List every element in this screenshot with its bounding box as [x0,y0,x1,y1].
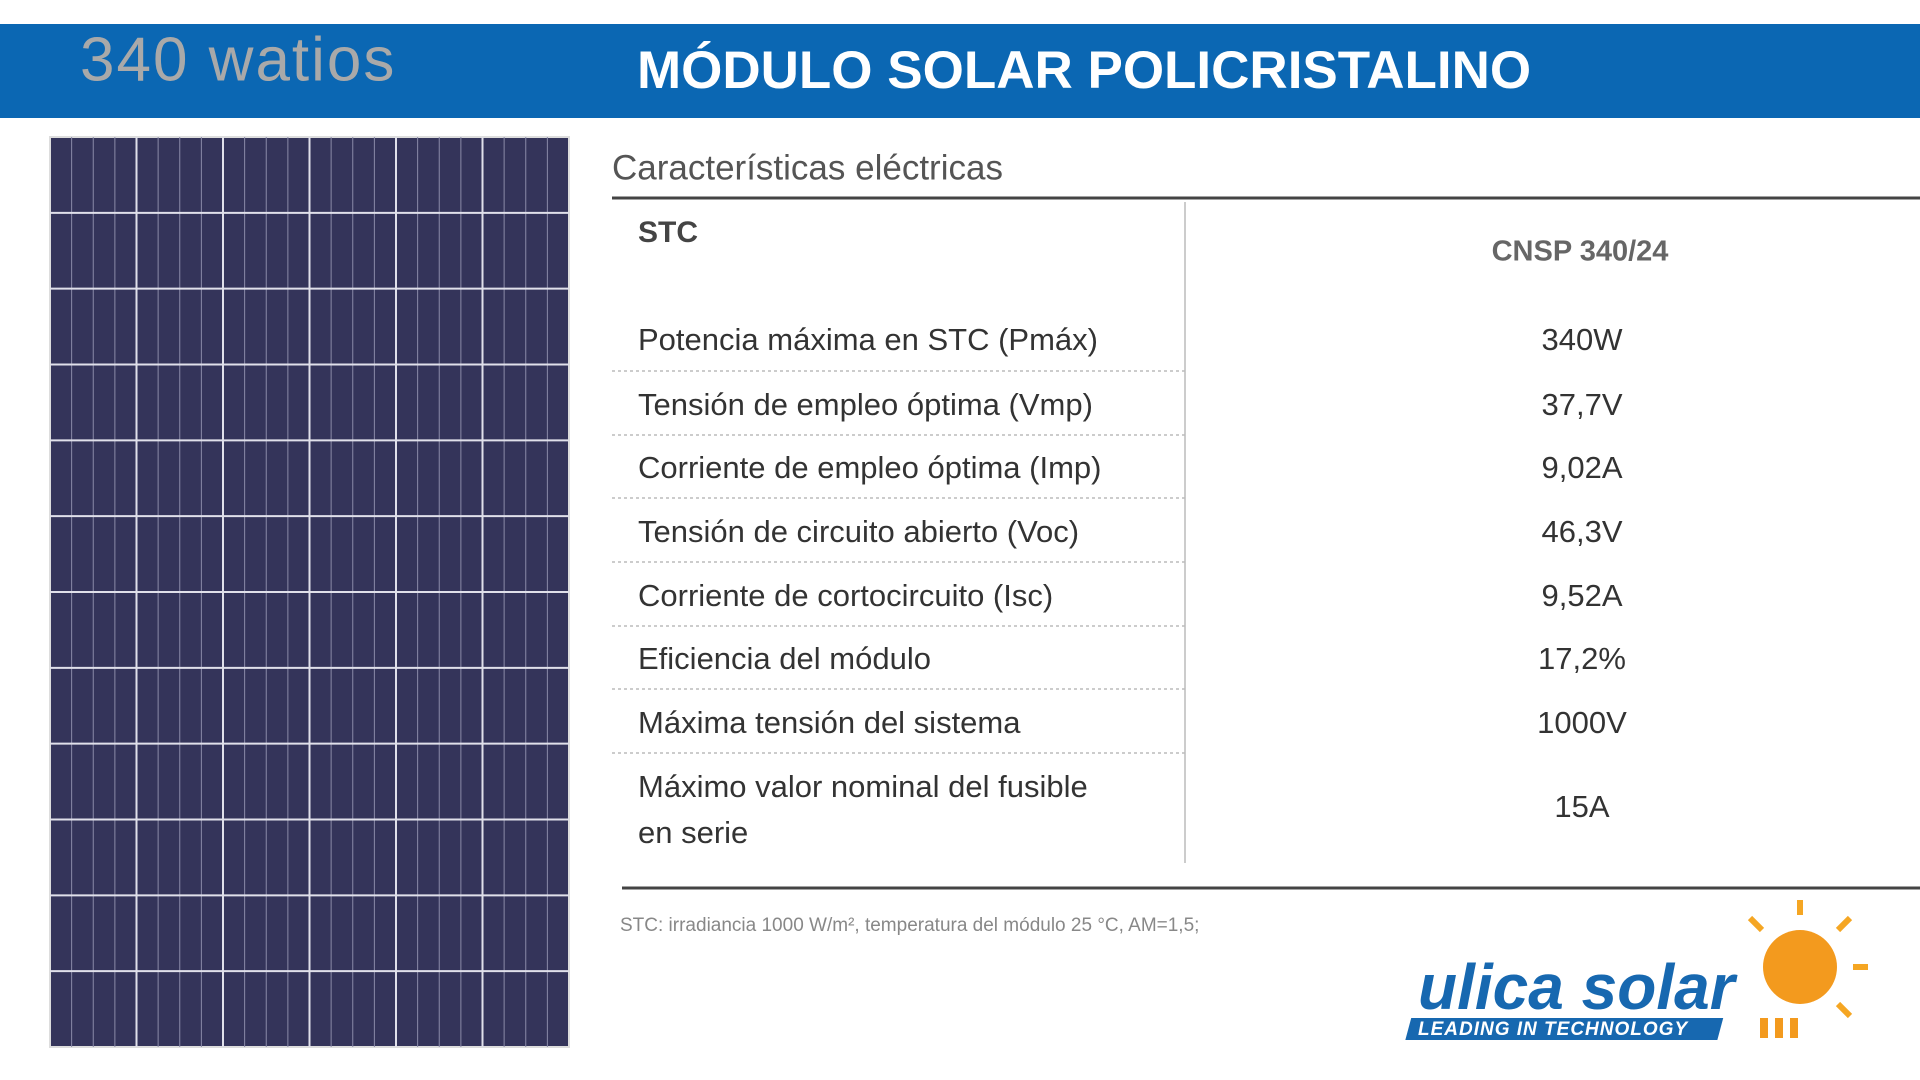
row-label: Potencia máxima en STC (Pmáx) [638,322,1098,357]
row-label: Tensión de circuito abierto (Voc) [638,514,1079,549]
row-value: 340W [1542,322,1624,357]
sun-rays [1747,900,1868,1019]
table-body: Potencia máxima en STC (Pmáx) 340W Tensión… [612,322,1627,850]
section-title: Características eléctricas [612,148,1003,187]
row-label: Eficiencia del módulo [638,641,931,676]
solar-panel [49,136,570,1048]
footnote: STC: irradiancia 1000 W/m², temperatura … [620,915,1199,936]
logo: ulica solar LEADING IN TECHNOLOGY [1405,900,1868,1040]
row-label: Tensión de empleo óptima (Vmp) [638,387,1093,422]
row-label: Corriente de cortocircuito (Isc) [638,578,1053,613]
row-value: 46,3V [1541,514,1622,549]
sun [1763,930,1837,1004]
logo-tagline: LEADING IN TECHNOLOGY [1418,1019,1689,1040]
title: MÓDULO SOLAR POLICRISTALINO [637,40,1531,100]
row-value: 1000V [1537,705,1627,740]
row-label: Máximo valor nominal del fusible en serie [638,769,1088,850]
tagline-bar [1405,1018,1724,1040]
row-label: Máxima tensión del sistema [638,705,1021,740]
logo-bars [1760,1018,1798,1038]
row-value: 17,2% [1538,641,1626,676]
header-bar [0,24,1920,118]
row-value: 9,52A [1541,578,1622,613]
wattage: 340 watios [80,25,396,94]
table-header: STC [638,216,698,249]
table-header: CNSP 340/24 [1492,236,1669,268]
row-label: Corriente de empleo óptima (Imp) [638,450,1101,485]
row-value: 15A [1554,789,1609,824]
logo-name: ulica solar [1418,951,1738,1023]
row-value: 37,7V [1541,387,1622,422]
row-value: 9,02A [1541,450,1622,485]
